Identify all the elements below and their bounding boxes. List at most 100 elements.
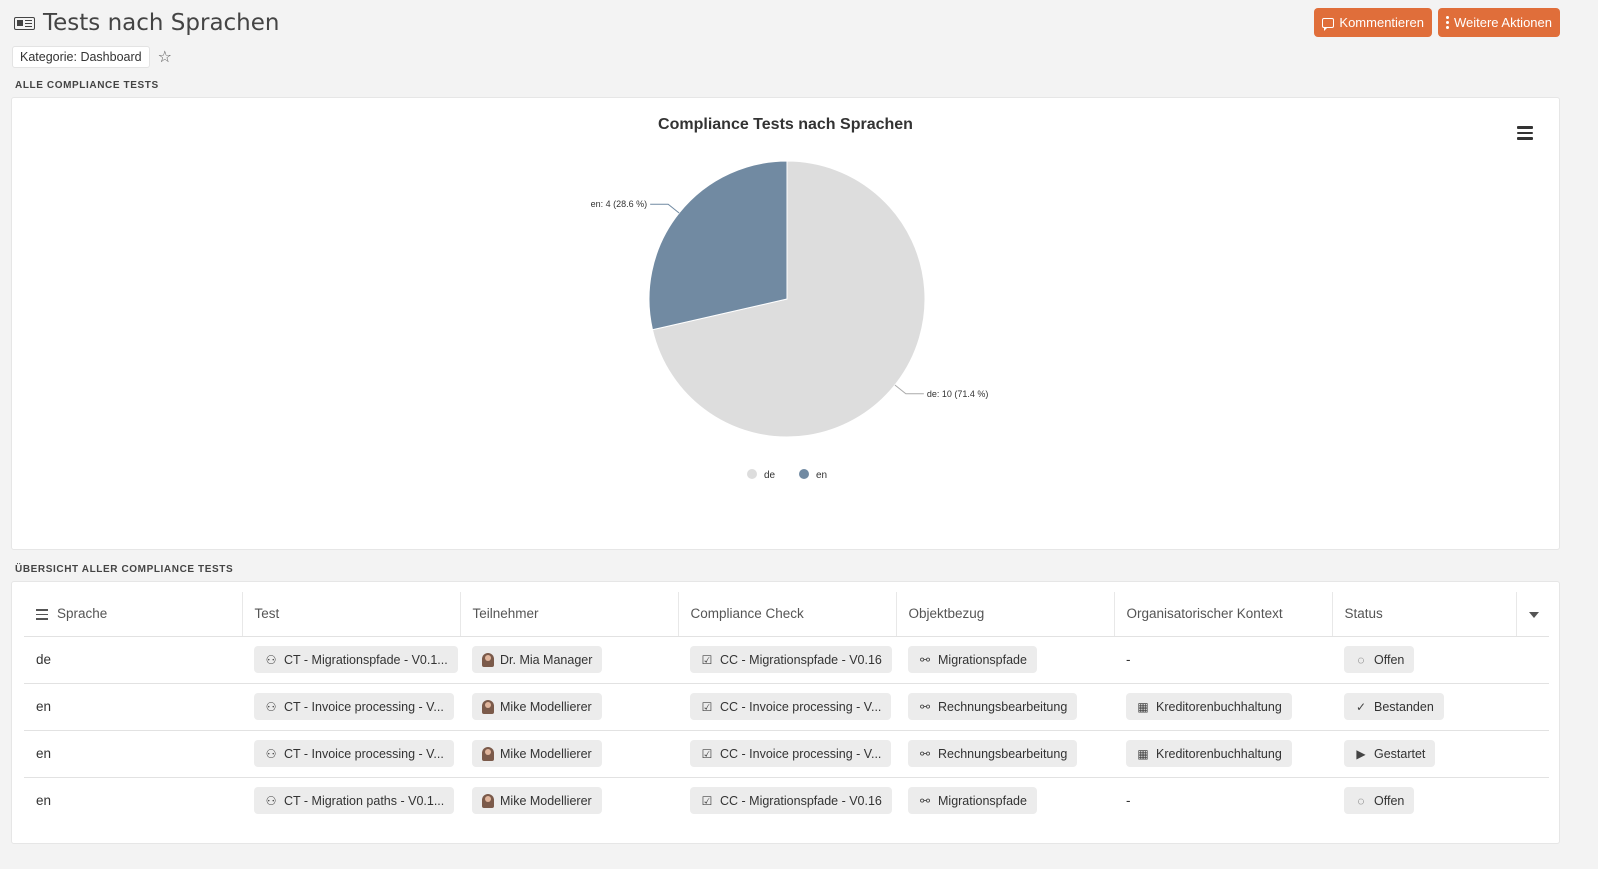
compliance-check-chip[interactable]: ☑ CC - Invoice processing - V... [690,693,892,720]
status-chip[interactable]: ◌ Offen [1344,787,1415,815]
table-row[interactable]: de ⚇ CT - Migrationspfade - V0.1... Dr. Mia… [24,636,1549,684]
object-chip[interactable]: ⚯ Migrationspfade [908,787,1037,815]
comment-button[interactable]: Kommentieren [1314,8,1432,37]
participant-chip[interactable]: Mike Modellierer [472,740,602,767]
status-chip[interactable]: ▶ Gestartet [1344,740,1436,767]
cell-teilnehmer: Dr. Mia Manager [460,636,678,684]
compliance-check-chip[interactable]: ☑ CC - Migrationspfade - V0.16 [690,787,892,815]
header-actions: Kommentieren Weitere Aktionen [1314,8,1560,37]
cell-objekt: ⚯ Migrationspfade [896,636,1114,684]
cell-test: ⚇ CT - Invoice processing - V... [242,683,460,731]
data-label-connector [894,384,924,395]
checkbox-icon: ☑ [701,652,713,667]
column-header-status[interactable]: Status [1332,592,1517,637]
cell-sprache: en [24,683,242,731]
user-check-icon: ⚇ [265,793,277,808]
column-header-kontext[interactable]: Organisatorischer Kontext [1114,592,1333,637]
user-check-icon: ⚇ [265,652,277,667]
cell-kontext: ▦ Kreditorenbuchhaltung [1114,683,1332,731]
play-icon: ▶ [1356,746,1366,761]
page-title: Tests nach Sprachen [14,10,280,36]
cell-status: ▶ Gestartet [1332,730,1516,778]
checkbox-icon: ☑ [701,746,713,761]
table-row[interactable]: en ⚇ CT - Invoice processing - V... Mike Mo… [24,683,1549,731]
process-graph-icon: ⚯ [919,652,931,667]
participant-chip[interactable]: Mike Modellierer [472,787,602,815]
cell-empty [1516,636,1549,684]
legend-item-de[interactable]: de [764,470,776,481]
legend-marker-de[interactable] [747,469,757,479]
column-header-teilnehmer[interactable]: Teilnehmer [460,592,679,637]
org-context-chip[interactable]: ▦ Kreditorenbuchhaltung [1126,693,1292,720]
cell-sprache: de [24,636,242,684]
category-badge[interactable]: Kategorie: Dashboard [12,46,150,68]
test-chip[interactable]: ⚇ CT - Invoice processing - V... [254,693,454,720]
cell-sprache: en [24,730,242,778]
status-open-icon: ◌ [1357,652,1365,667]
avatar [482,746,494,761]
data-label-de: de: 10 (71.4 %) [927,389,989,399]
cell-status: ✓ Bestanden [1332,683,1516,731]
table-row[interactable]: en ⚇ CT - Invoice processing - V... Mike Mo… [24,730,1549,778]
cell-check: ☑ CC - Invoice processing - V... [678,683,896,731]
column-header-objektbezug[interactable]: Objektbezug [896,592,1115,637]
column-header-sprache[interactable]: Sprache [24,592,243,637]
star-icon[interactable]: ☆ [157,49,172,66]
cell-teilnehmer: Mike Modellierer [460,730,678,778]
kebab-icon [1445,16,1449,29]
chart-menu-icon[interactable] [1517,126,1533,140]
object-chip[interactable]: ⚯ Rechnungsbearbeitung [908,693,1078,720]
compliance-check-chip[interactable]: ☑ CC - Invoice processing - V... [690,740,892,767]
legend-marker-en[interactable] [799,469,809,479]
comment-icon [1322,17,1335,31]
building-icon: ▦ [1137,699,1149,714]
object-chip[interactable]: ⚯ Rechnungsbearbeitung [908,740,1078,767]
cell-objekt: ⚯ Migrationspfade [896,777,1114,824]
column-menu-icon[interactable] [36,609,48,620]
process-graph-icon: ⚯ [919,746,931,761]
status-chip[interactable]: ✓ Bestanden [1344,693,1444,720]
status-chip[interactable]: ◌ Offen [1344,646,1415,673]
object-chip[interactable]: ⚯ Migrationspfade [908,646,1037,673]
category-row: Kategorie: Dashboard ☆ [12,46,172,68]
cell-empty [1516,777,1549,824]
cell-status: ◌ Offen [1332,777,1516,824]
cell-teilnehmer: Mike Modellierer [460,683,678,731]
report-icon [14,16,35,30]
participant-chip[interactable]: Mike Modellierer [472,693,602,720]
test-chip[interactable]: ⚇ CT - Invoice processing - V... [254,740,454,767]
chart-title: Compliance Tests nach Sprachen [658,116,913,133]
table-section-label: ÜBERSICHT ALLER COMPLIANCE TESTS [15,564,234,575]
user-check-icon: ⚇ [265,699,277,714]
cell-check: ☑ CC - Migrationspfade - V0.16 [678,636,896,684]
page-title-text: Tests nach Sprachen [43,10,280,36]
participant-chip[interactable]: Dr. Mia Manager [472,646,603,673]
column-header-compliance-check[interactable]: Compliance Check [678,592,897,637]
cell-objekt: ⚯ Rechnungsbearbeitung [896,730,1114,778]
checkbox-icon: ☑ [701,793,713,808]
more-actions-button[interactable]: Weitere Aktionen [1437,8,1560,37]
column-header-test[interactable]: Test [242,592,461,637]
org-context-chip[interactable]: ▦ Kreditorenbuchhaltung [1126,740,1292,767]
cell-kontext: - [1114,636,1332,684]
page-header: Tests nach Sprachen Kommentieren Weitere… [14,8,1560,38]
cell-kontext: - [1126,793,1131,809]
process-graph-icon: ⚯ [919,793,931,808]
status-open-icon: ◌ [1357,793,1365,808]
chevron-down-icon[interactable] [1528,612,1539,619]
test-chip[interactable]: ⚇ CT - Migration paths - V0.1... [254,787,455,815]
cell-test: ⚇ CT - Invoice processing - V... [242,730,460,778]
column-options[interactable] [1516,592,1549,637]
checkbox-icon: ☑ [701,699,713,714]
test-chip[interactable]: ⚇ CT - Migrationspfade - V0.1... [254,646,458,673]
legend-item-en[interactable]: en [816,470,827,481]
avatar [482,793,494,808]
cell-check: ☑ CC - Invoice processing - V... [678,730,896,778]
cell-objekt: ⚯ Rechnungsbearbeitung [896,683,1114,731]
pie-slice-en[interactable] [648,160,788,331]
table-row[interactable]: en ⚇ CT - Migration paths - V0.1... Mike Mo… [24,777,1549,824]
compliance-check-chip[interactable]: ☑ CC - Migrationspfade - V0.16 [690,646,892,673]
table-card: Sprache Test Teilnehmer Compliance Check… [11,581,1560,844]
more-actions-label: Weitere Aktionen [1453,15,1552,30]
comment-button-label: Kommentieren [1339,15,1424,30]
